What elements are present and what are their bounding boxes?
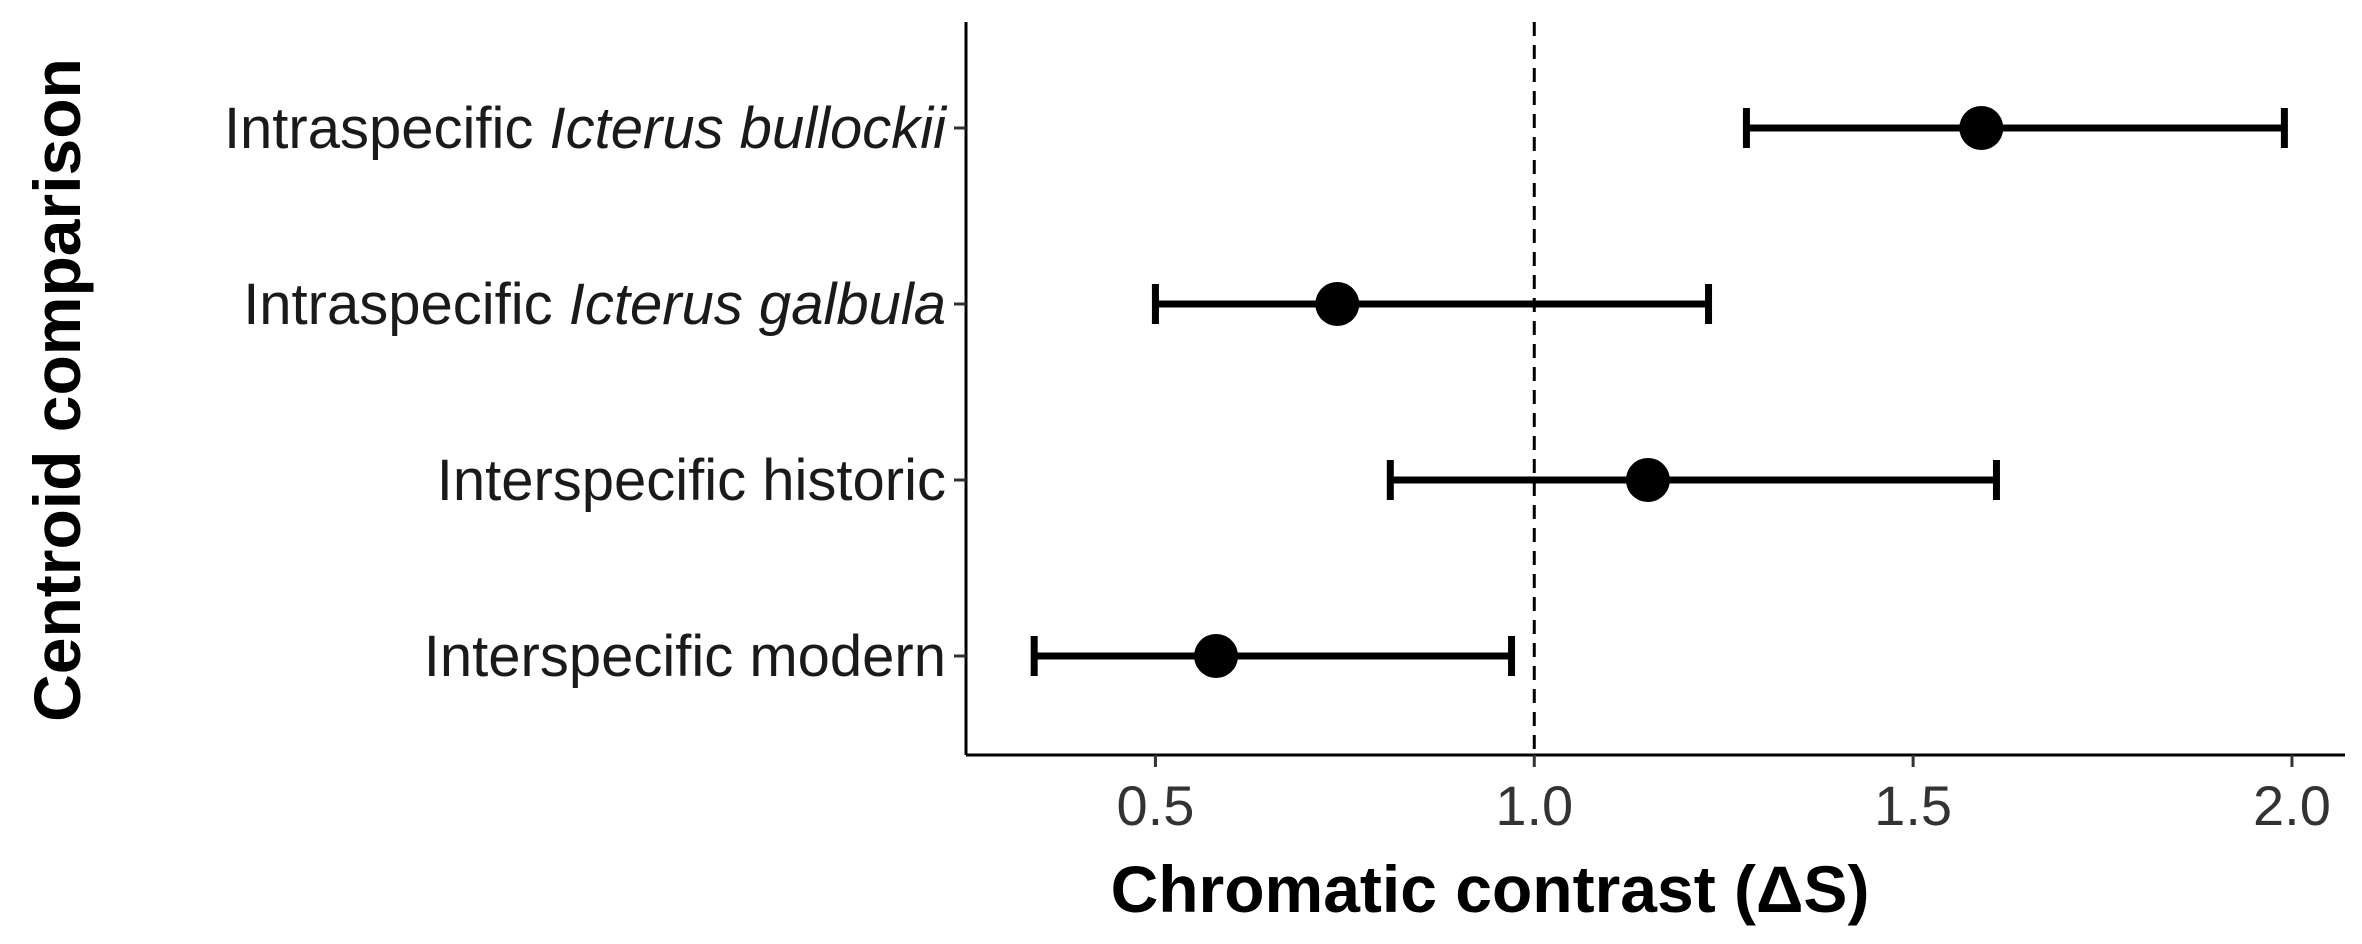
x-tick-label: 2.0	[2253, 774, 2331, 837]
estimate-point	[1625, 458, 1670, 502]
category-label: Interspecific historic	[437, 448, 946, 513]
x-axis-title: Chromatic contrast (ΔS)	[1111, 852, 1870, 926]
estimate-point	[1194, 634, 1239, 678]
category-label-species: Icterus bullockii	[550, 96, 949, 161]
category-label-species: Icterus galbula	[569, 272, 946, 337]
x-tick-label: 1.0	[1495, 774, 1573, 837]
axes	[954, 22, 2345, 767]
category-label: Intraspecific Icterus galbula	[243, 272, 946, 337]
x-tick-label: 0.5	[1116, 774, 1194, 837]
x-tick-label: 1.5	[1874, 774, 1952, 837]
category-label-text: Intraspecific	[243, 272, 569, 337]
estimate-point	[1959, 106, 2004, 150]
category-label-text: Interspecific modern	[424, 624, 946, 689]
plot-area	[1030, 22, 2288, 755]
category-label-text: Intraspecific	[224, 96, 550, 161]
labels: 0.5 1.0 1.5 2.0 Intraspecific Icterus bulloc…	[224, 96, 2331, 837]
category-label: Intraspecific Icterus bullockii	[224, 96, 948, 161]
category-label: Interspecific modern	[424, 624, 946, 689]
estimate-point	[1315, 282, 1360, 326]
category-label-text: Interspecific historic	[437, 448, 946, 513]
y-axis-title: Centroid comparison	[20, 58, 94, 722]
